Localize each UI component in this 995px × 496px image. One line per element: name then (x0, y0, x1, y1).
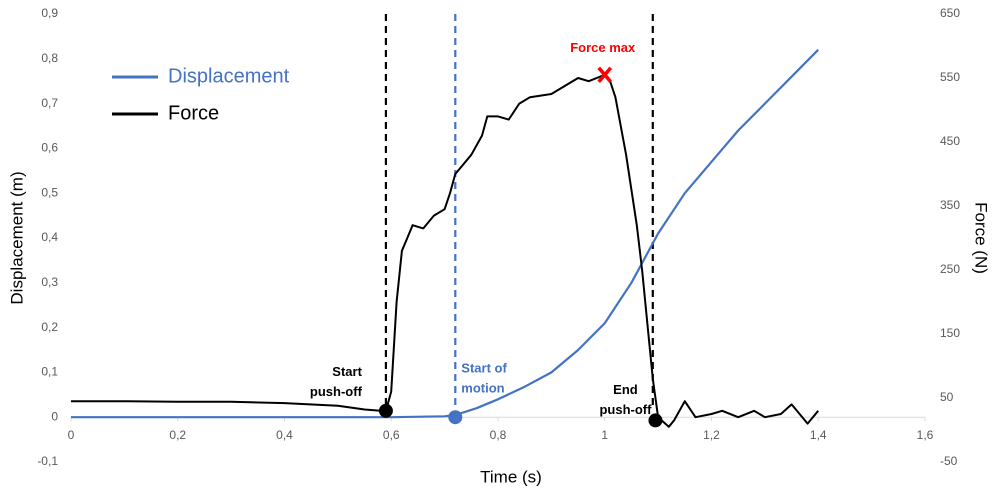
annotation-marker (378, 403, 393, 418)
annotation-label: push-off (599, 402, 652, 417)
x-tick-label: 0 (68, 428, 75, 442)
y-axis-label: Displacement (m) (7, 171, 26, 304)
y-tick-label: 0,6 (41, 141, 58, 155)
y2-tick-label: 650 (940, 6, 960, 20)
series-line (71, 49, 819, 419)
x-tick-label: 0,6 (383, 428, 400, 442)
annotation-label: Start of (461, 361, 507, 376)
y2-axis-label: Force (N) (972, 202, 991, 274)
y-tick-label: 0,5 (41, 185, 58, 199)
annotation-label: push-off (310, 384, 363, 399)
y-tick-label: 0,1 (41, 365, 58, 379)
y2-tick-label: -50 (940, 454, 958, 468)
y-tick-label: 0 (51, 409, 58, 423)
y2-tick-label: 50 (940, 390, 954, 404)
x-tick-label: 0,2 (169, 428, 186, 442)
legend-label: Displacement (168, 65, 290, 87)
y-tick-label: 0,7 (41, 96, 58, 110)
legend-label: Force (168, 102, 219, 124)
y2-tick-label: 350 (940, 198, 960, 212)
y2-tick-label: 150 (940, 326, 960, 340)
y-tick-label: 0,2 (41, 320, 58, 334)
y-tick-label: 0,4 (41, 230, 58, 244)
y-tick-label: 0,8 (41, 51, 58, 65)
y-tick-label: 0,3 (41, 275, 58, 289)
x-tick-label: 0,4 (276, 428, 293, 442)
y-tick-label: 0,9 (41, 6, 58, 20)
annotation-marker (597, 66, 613, 83)
y-tick-label: -0,1 (37, 454, 58, 468)
annotation-label: Start (332, 364, 362, 379)
x-tick-label: 0,8 (490, 428, 507, 442)
annotation-label: motion (461, 381, 504, 396)
annotation-marker (448, 410, 463, 425)
x-tick-label: 1,4 (810, 428, 827, 442)
x-axis-label: Time (s) (480, 467, 542, 486)
series-line (71, 73, 819, 428)
x-tick-label: 1,6 (917, 428, 934, 442)
y2-tick-label: 550 (940, 70, 960, 84)
x-tick-label: 1 (601, 428, 608, 442)
y2-tick-label: 450 (940, 134, 960, 148)
annotation-marker (648, 413, 663, 428)
annotation-label: Force max (570, 40, 636, 55)
annotation-label: End (613, 382, 638, 397)
x-tick-label: 1,2 (703, 428, 720, 442)
y2-tick-label: 250 (940, 262, 960, 276)
